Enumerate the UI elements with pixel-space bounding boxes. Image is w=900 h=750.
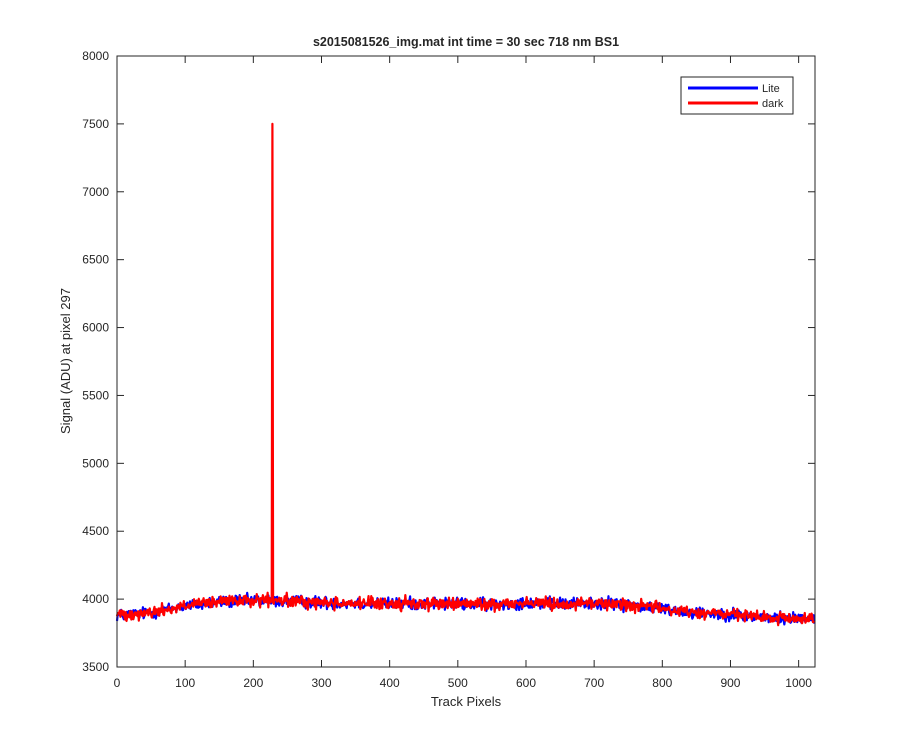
y-tick-label: 7000 (82, 185, 109, 199)
x-tick-label: 800 (652, 676, 672, 690)
x-tick-label: 700 (584, 676, 604, 690)
legend-label-dark: dark (762, 98, 784, 110)
x-tick-label: 300 (311, 676, 331, 690)
y-tick-label: 8000 (82, 49, 109, 63)
x-tick-label: 200 (243, 676, 263, 690)
x-tick-label: 1000 (785, 676, 812, 690)
x-tick-label: 100 (175, 676, 195, 690)
plot-area (117, 56, 815, 667)
y-tick-label: 5000 (82, 456, 109, 470)
x-tick-label: 600 (516, 676, 536, 690)
y-tick-label: 7500 (82, 117, 109, 131)
ticks-layer: 0 100 200 300 400 500 600 700 800 900 1000 3500 4000… (82, 49, 815, 690)
y-tick-label: 6000 (82, 321, 109, 335)
series-line-dark (115, 122, 815, 627)
legend: Lite dark (680, 76, 794, 115)
y-tick-label: 4500 (82, 524, 109, 538)
legend-box (680, 76, 794, 115)
series-layer (115, 122, 816, 627)
y-tick-label: 6500 (82, 253, 109, 267)
x-tick-label: 0 (114, 676, 121, 690)
y-axis-label: Signal (ADU) at pixel 297 (58, 288, 73, 434)
legend-label-lite: Lite (762, 83, 780, 95)
y-tick-label: 5500 (82, 388, 109, 402)
y-tick-label: 3500 (82, 660, 109, 674)
x-tick-label: 500 (448, 676, 468, 690)
x-tick-label: 400 (380, 676, 400, 690)
chart-title: s2015081526_img.mat int time = 30 sec 71… (313, 35, 619, 49)
plot-frame (116, 55, 816, 668)
x-axis-label: Track Pixels (431, 694, 502, 709)
x-tick-label: 900 (720, 676, 740, 690)
y-tick-label: 4000 (82, 592, 109, 606)
